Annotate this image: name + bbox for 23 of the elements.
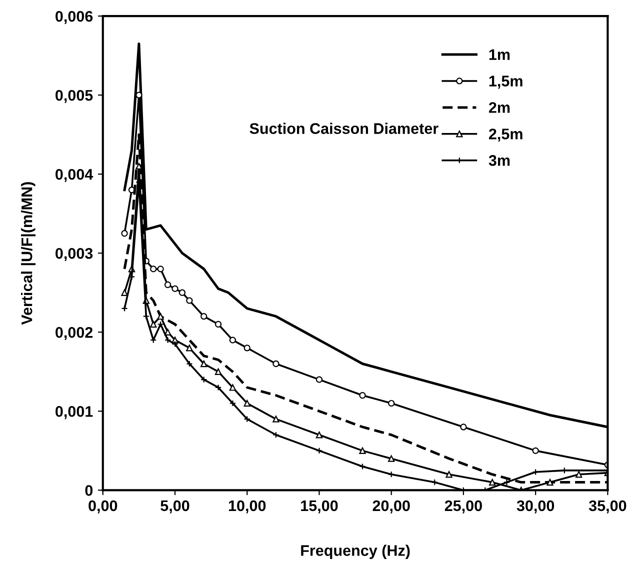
legend-label: 2,5m [488,128,522,142]
x-tick-label: 35,00 [588,500,626,514]
y-tick-label: 0,004 [56,168,94,182]
legend-label: 2m [488,102,510,113]
x-tick-label: 15,00 [301,500,338,514]
x-tick-label: 30,00 [516,500,554,514]
y-tick-label: 0,002 [56,327,93,340]
y-tick-label: 0,006 [56,10,93,24]
x-tick-label: 25,00 [444,500,482,514]
legend-label: 3m [488,155,510,166]
legend-title: Suction Caisson Diameter [250,122,438,134]
x-tick-label: 5,00 [160,500,190,514]
legend-label: 1m [489,49,510,60]
x-axis-title: Frequency (Hz) [301,544,410,559]
y-tick-label: 0,001 [56,406,93,420]
y-tick-label: 0 [85,485,93,496]
x-tick-label: 0,00 [88,500,118,514]
y-axis-title: Vertical |U/F|(m/MN) [21,182,36,325]
legend-label: 1,5m [489,76,522,89]
x-tick-label: 10,00 [228,500,266,514]
y-tick-label: 0,005 [56,90,93,103]
x-tick-label: 20,00 [372,500,410,514]
y-tick-label: 0,003 [56,248,93,262]
